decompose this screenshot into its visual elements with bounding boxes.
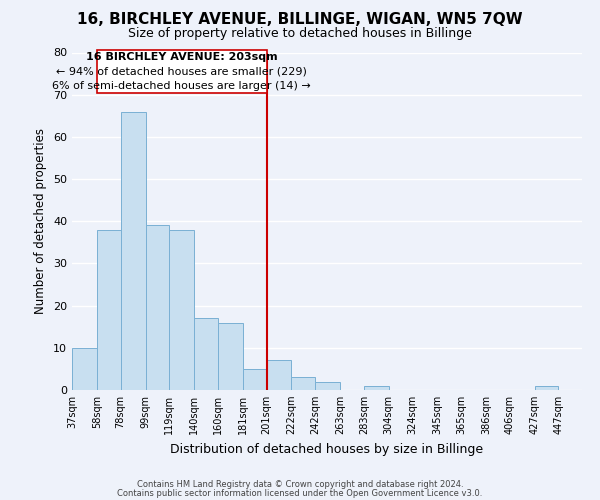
- Bar: [243, 369, 266, 390]
- Bar: [72, 348, 97, 390]
- Text: Size of property relative to detached houses in Billinge: Size of property relative to detached ho…: [128, 28, 472, 40]
- Text: 16, BIRCHLEY AVENUE, BILLINGE, WIGAN, WN5 7QW: 16, BIRCHLEY AVENUE, BILLINGE, WIGAN, WN…: [77, 12, 523, 28]
- Text: Contains HM Land Registry data © Crown copyright and database right 2024.: Contains HM Land Registry data © Crown c…: [137, 480, 463, 489]
- Bar: [218, 322, 243, 390]
- Bar: [315, 382, 340, 390]
- X-axis label: Distribution of detached houses by size in Billinge: Distribution of detached houses by size …: [170, 442, 484, 456]
- Text: Contains public sector information licensed under the Open Government Licence v3: Contains public sector information licen…: [118, 488, 482, 498]
- Text: 16 BIRCHLEY AVENUE: 203sqm: 16 BIRCHLEY AVENUE: 203sqm: [86, 52, 278, 62]
- Bar: [194, 318, 218, 390]
- Text: ← 94% of detached houses are smaller (229): ← 94% of detached houses are smaller (22…: [56, 66, 307, 76]
- Bar: [364, 386, 389, 390]
- Bar: [266, 360, 292, 390]
- Bar: [292, 378, 315, 390]
- Bar: [97, 230, 121, 390]
- Bar: [535, 386, 558, 390]
- Text: 6% of semi-detached houses are larger (14) →: 6% of semi-detached houses are larger (1…: [52, 80, 311, 90]
- Bar: [97, 50, 266, 92]
- Bar: [121, 112, 146, 390]
- Y-axis label: Number of detached properties: Number of detached properties: [34, 128, 47, 314]
- Bar: [169, 230, 194, 390]
- Bar: [146, 226, 169, 390]
